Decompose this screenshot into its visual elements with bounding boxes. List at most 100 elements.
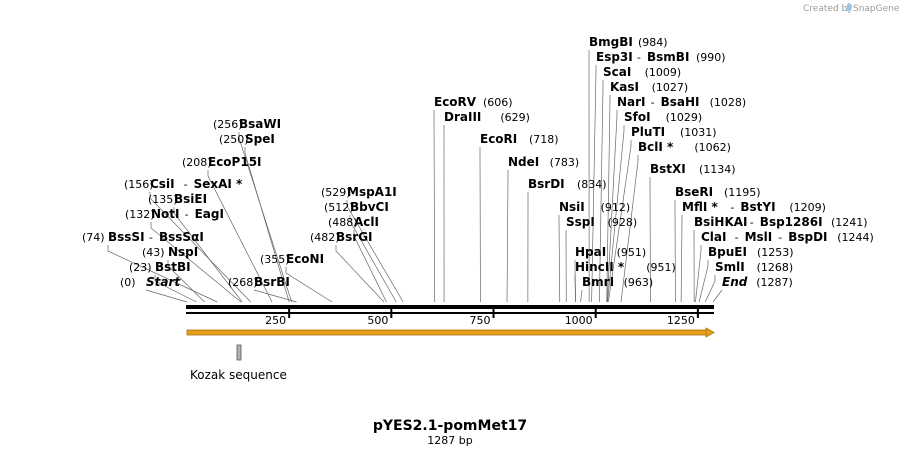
site-name: AclI — [354, 215, 379, 229]
site-name: MflI * — [682, 200, 718, 214]
site-name: EcoP15I — [208, 155, 262, 169]
site-position: (355) — [260, 253, 290, 266]
tick-label: 750 — [470, 314, 491, 327]
map-title: pYES2.1-pomMet17 — [373, 418, 527, 434]
site-bsiei[interactable]: (135)BsiEI — [148, 192, 207, 206]
site-line-csii — [149, 192, 252, 303]
site-line-clai — [695, 245, 702, 303]
site-bsrdi[interactable]: BsrDI (834) — [528, 177, 607, 191]
site-position: (1253) — [757, 246, 794, 259]
site-bstbi[interactable]: (23) BstBI — [129, 260, 191, 274]
site-line-bsrbi — [253, 289, 297, 303]
site-ecori[interactable]: EcoRI (718) — [480, 132, 559, 146]
site-ecop15i[interactable]: (208)EcoP15I — [182, 155, 262, 169]
site-line-hincii — [574, 275, 577, 303]
site-nspi[interactable]: (43) NspI — [142, 245, 198, 259]
site-nari[interactable]: NarI - BsaHI (1028) — [617, 95, 746, 109]
site-name: NotI — [151, 207, 180, 221]
site-name: BstBI — [155, 260, 191, 274]
site-bsrgi[interactable]: (482)BsrGI — [310, 230, 373, 244]
site-position: (990) — [696, 51, 726, 64]
site-noti[interactable]: (132)NotI - EagI — [125, 207, 224, 221]
site-separator: - — [651, 96, 655, 109]
site-line-econi — [285, 267, 333, 303]
tick-mark — [696, 309, 699, 318]
site-start[interactable]: (0) Start — [120, 275, 181, 289]
site-bmgbi[interactable]: BmgBI (984) — [589, 35, 668, 49]
site-position: (834) — [577, 178, 607, 191]
site-bpuei[interactable]: BpuEI (1253) — [708, 245, 794, 259]
site-name: BsrDI — [528, 177, 565, 191]
site-name: HincII * — [575, 260, 625, 274]
site-line-mfli — [680, 215, 683, 303]
site-bsssi[interactable]: (74) BssSI - BssSαI — [82, 230, 204, 244]
site-mspa1i[interactable]: (529)MspA1I — [321, 185, 397, 199]
site-name: Bsp1286I — [760, 215, 823, 229]
site-position: (928) — [608, 216, 638, 229]
site-name: MspA1I — [347, 185, 397, 199]
site-line-end — [712, 289, 723, 303]
snapgene-brand-text: SnapGene — [853, 4, 900, 14]
site-pluti[interactable]: PluTI (1031) — [631, 125, 717, 139]
site-sfoi[interactable]: SfoI (1029) — [624, 110, 702, 124]
orf-arrow — [186, 327, 715, 338]
site-bsrbi[interactable]: (268)BsrBI — [228, 275, 290, 289]
site-bstxi[interactable]: BstXI (1134) — [650, 162, 736, 176]
site-bseri[interactable]: BseRI (1195) — [675, 185, 761, 199]
tick-mark — [288, 309, 291, 318]
created-by-text: Created by — [803, 4, 853, 14]
site-end[interactable]: End (1287) — [722, 275, 793, 289]
site-position: (529) — [321, 186, 351, 199]
site-nsii[interactable]: NsiI (912) — [559, 200, 630, 214]
site-acli[interactable]: (488)AclI — [328, 215, 379, 229]
site-separator: - — [778, 231, 782, 244]
site-smli[interactable]: SmlI (1268) — [715, 260, 793, 274]
site-position: (912) — [601, 201, 631, 214]
axis-ticks: 250 500 750 1000 1250 — [265, 309, 699, 327]
site-esp3i[interactable]: Esp3I - BsmBI (990) — [596, 50, 726, 64]
site-bmri[interactable]: BmrI (963) — [582, 275, 653, 289]
site-hpai[interactable]: HpaI (951) — [575, 245, 646, 259]
site-bsawi[interactable]: (256)BsaWI — [213, 117, 281, 131]
kozak-feature-box[interactable] — [236, 344, 242, 361]
site-name: BseRI — [675, 185, 713, 199]
tick-label: 1000 — [565, 314, 593, 327]
tick-label: 1250 — [667, 314, 695, 327]
site-line-nspi — [167, 260, 205, 303]
site-position: (629) — [500, 111, 530, 124]
site-position: (951) — [646, 261, 676, 274]
site-position: (43) — [142, 246, 165, 259]
site-hincii[interactable]: HincII * (951) — [575, 260, 676, 274]
map-length: 1287 bp — [427, 434, 472, 447]
site-name: EagI — [195, 207, 224, 221]
site-name: BclI * — [638, 140, 674, 154]
tick-label: 500 — [367, 314, 388, 327]
site-name: SfoI — [624, 110, 651, 124]
site-position: (135) — [148, 193, 178, 206]
site-position: (0) — [120, 276, 136, 289]
site-clai[interactable]: ClaI - MslI - BspDI (1244) — [701, 230, 874, 244]
site-line-bsiei — [173, 207, 243, 303]
site-draiii[interactable]: DraIII (629) — [444, 110, 530, 124]
site-kasi[interactable]: KasI (1027) — [610, 80, 688, 94]
site-ndei[interactable]: NdeI (783) — [508, 155, 579, 169]
site-bsihkai[interactable]: BsiHKAI - Bsp1286I (1241) — [694, 215, 868, 229]
site-position: (132) — [125, 208, 155, 221]
site-bbvci[interactable]: (512)BbvCI — [324, 200, 389, 214]
site-name: BsiEI — [174, 192, 207, 206]
site-separator: - — [184, 178, 188, 191]
site-csii[interactable]: (156)CsiI - SexAI * — [124, 177, 243, 191]
site-name: BmrI — [582, 275, 614, 289]
site-line-kasi — [606, 95, 611, 303]
site-spei[interactable]: (250)SpeI — [219, 132, 275, 146]
site-sspi[interactable]: SspI (928) — [566, 215, 637, 229]
site-mfli[interactable]: MflI * - BstYI (1209) — [682, 200, 826, 214]
site-econi[interactable]: (355)EcoNI — [260, 252, 324, 266]
site-ecorv[interactable]: EcoRV (606) — [434, 95, 513, 109]
site-bcli[interactable]: BclI * (1062) — [638, 140, 731, 154]
site-line-start — [145, 289, 188, 303]
site-name: NdeI — [508, 155, 539, 169]
site-scai[interactable]: ScaI (1009) — [603, 65, 681, 79]
site-name: NsiI — [559, 200, 585, 214]
